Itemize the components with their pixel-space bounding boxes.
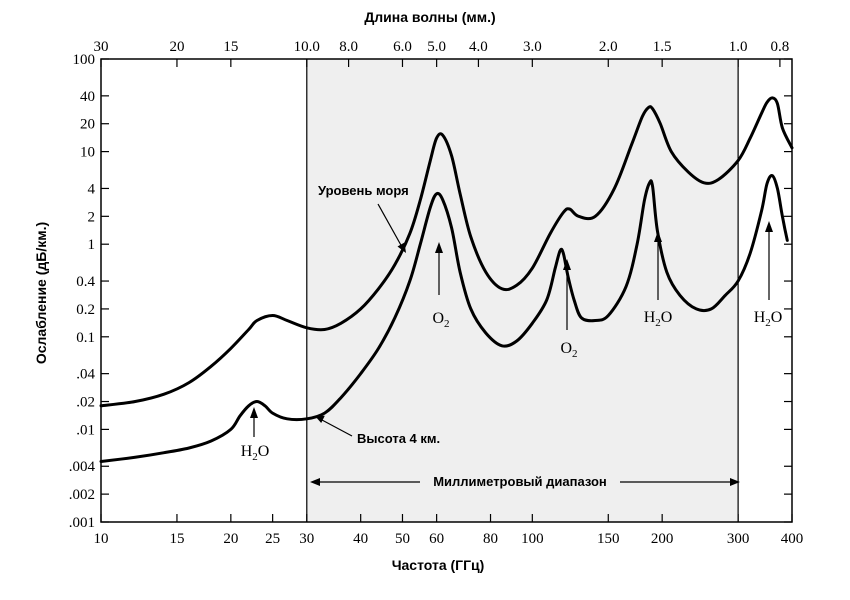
top-tick-label-30: 30 [94,39,109,55]
plot-frame [100,58,793,523]
x-tick-label-100: 100 [521,531,544,547]
sea-level-arrow [377,203,403,248]
y-tick-label-100: 100 [73,52,96,68]
x-axis-title: Частота (ГГц) [392,557,485,573]
top-tick-label-20: 20 [169,39,184,55]
series-sea-level-curve [99,96,794,408]
x-tick-label-30: 30 [299,531,314,547]
y-tick-label-0p02: .02 [76,395,95,411]
altitude-annotation: Высота 4 км. [315,415,440,446]
top-tick-label-8: 8.0 [339,39,358,55]
millimeter-band-annotation: Миллиметровый диапазон [310,474,740,489]
label-h2o-22ghz: H2O [241,443,270,463]
attenuation-curves [99,96,794,463]
top-tick-label-2: 2.0 [599,39,618,55]
band-arrowhead-right [730,478,740,486]
x-tick-label-60: 60 [429,531,444,547]
x-tick-label-150: 150 [597,531,620,547]
sea-level-arrowhead [397,242,406,253]
y-tick-label-40: 40 [80,89,95,105]
y-tick-label-0p001: .001 [69,515,95,531]
absorption-h2o-325ghz: H2O [754,221,783,329]
millimeter-band-shading [306,59,739,522]
absorption-o2-60ghz: O2 [432,242,450,330]
millimeter-band-edges [306,59,739,522]
y-tick-label-20: 20 [80,117,95,133]
y-tick-label-2: 2 [88,209,96,225]
y-axis-ticks: .001 .002 .004 .01 .02 .04 0.1 0.2 0.4 1 2 4 10 20 40 1… [69,52,792,531]
top-axis-ticks: 30 20 15 10.0 8.0 6.0 5.0 4.0 3.0 2.0 1.5 1.0 0.8 [94,39,790,67]
y-tick-label-0p4: 0.4 [76,274,95,290]
top-tick-label-4: 4.0 [469,39,488,55]
y-tick-label-0p01: .01 [76,422,95,438]
y-tick-label-0p2: 0.2 [76,302,95,318]
altitude-arrowhead [315,415,325,423]
x-tick-label-40: 40 [353,531,368,547]
top-tick-label-1: 1.0 [729,39,748,55]
band-label: Миллиметровый диапазон [433,474,607,489]
x-tick-label-25: 25 [265,531,280,547]
x-tick-label-50: 50 [395,531,410,547]
altitude-label: Высота 4 км. [357,431,440,446]
sea-level-label: Уровень моря [318,183,409,198]
top-axis-title: Длина волны (мм.) [364,9,495,25]
absorption-o2-118ghz: O2 [560,259,578,360]
x-tick-label-80: 80 [483,531,498,547]
sea-level-annotation: Уровень моря [318,183,409,253]
label-h2o-325ghz: H2O [754,309,783,329]
absorption-h2o-183ghz: H2O [644,231,673,329]
x-axis-ticks: 10 15 20 25 30 40 50 60 80 100 150 200 300 400 [94,514,804,547]
y-tick-label-0p1: 0.1 [76,330,95,346]
label-h2o-183ghz: H2O [644,309,673,329]
top-tick-label-3: 3.0 [523,39,542,55]
top-tick-label-10: 10.0 [294,39,320,55]
y-axis-title: Ослабление (дБ/км.) [33,222,49,364]
x-tick-label-10: 10 [94,531,109,547]
altitude-arrow [321,419,353,437]
top-tick-label-15: 15 [223,39,238,55]
arrowhead-h2o-183ghz [654,231,662,242]
top-tick-label-6: 6.0 [393,39,412,55]
arrowhead-o2-118ghz [563,259,571,270]
x-tick-label-20: 20 [223,531,238,547]
y-tick-label-0p002: .002 [69,487,95,503]
y-tick-label-10: 10 [80,145,95,161]
label-o2-60ghz: O2 [432,310,449,330]
x-tick-label-400: 400 [781,531,804,547]
absorption-h2o-22ghz: H2O [241,407,270,463]
top-tick-label-0p8: 0.8 [771,39,790,55]
arrowhead-h2o-22ghz [250,407,258,418]
y-tick-label-0p04: .04 [76,367,95,383]
y-tick-label-0p004: .004 [69,459,96,475]
x-tick-label-15: 15 [169,531,184,547]
y-tick-label-4: 4 [88,181,96,197]
top-tick-label-5: 5.0 [427,39,446,55]
x-tick-label-200: 200 [651,531,674,547]
x-tick-label-300: 300 [727,531,750,547]
top-tick-label-1p5: 1.5 [653,39,672,55]
band-arrowhead-left [310,478,320,486]
label-o2-118ghz: O2 [560,340,577,360]
arrowhead-o2-60ghz [435,242,443,253]
arrowhead-h2o-325ghz [765,221,773,232]
y-tick-label-1: 1 [88,237,96,253]
series-altitude-4km-curve [99,174,789,463]
